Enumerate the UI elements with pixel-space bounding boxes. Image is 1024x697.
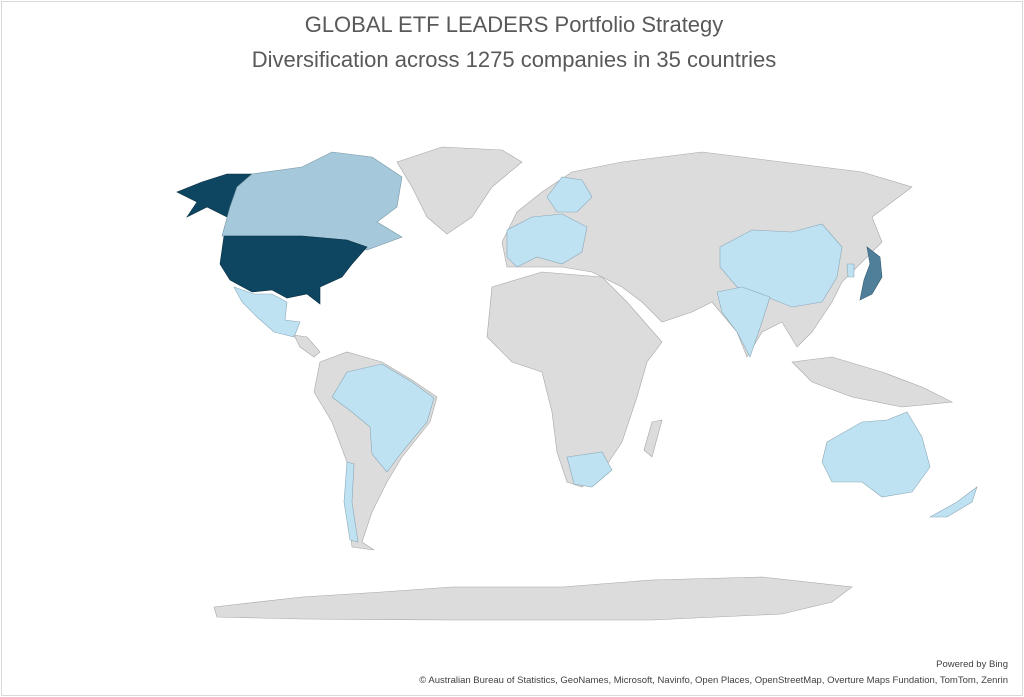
eurasia [501,151,913,358]
india [716,286,771,358]
china [719,223,843,308]
japan [859,246,883,301]
nordics [546,176,593,213]
europe-markets [506,213,588,268]
new-zealand [928,486,978,518]
mexico [233,286,301,338]
usa [219,235,368,305]
madagascar [643,419,663,458]
australia [821,411,931,498]
subtitle: Diversification across 1275 companies in… [251,47,777,72]
korea [846,263,855,278]
central-america [293,334,321,358]
africa [486,271,663,488]
south-africa [566,451,613,488]
greenland [396,146,523,235]
attribution: © Australian Bureau of Statistics, GeoNa… [419,675,1008,686]
antarctica [213,576,853,621]
brazil [331,363,435,473]
canada [221,151,403,251]
chile [343,461,359,543]
title: GLOBAL ETF LEADERS Portfolio Strategy [304,12,724,37]
southeast-asia [791,356,954,408]
powered-by: Powered by Bing [936,659,1008,670]
